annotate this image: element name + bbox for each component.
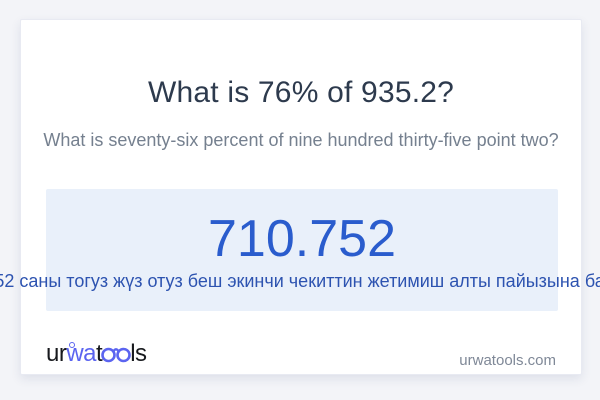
question-title: What is 76% of 935.2? bbox=[147, 76, 455, 109]
result-value: 710.752 bbox=[208, 210, 396, 268]
result-sentence: 710.752 саны тогуз жүз отуз беш экинчи ч… bbox=[0, 271, 600, 291]
logo-text-ls: ls bbox=[130, 340, 147, 367]
question-subtitle: What is seventy-six percent of nine hund… bbox=[43, 130, 559, 150]
result-card: What is 76% of 935.2? What is seventy-si… bbox=[0, 19, 600, 375]
logo-text-ur: ur bbox=[46, 340, 67, 367]
result-box: 710.752 710.752 саны тогуз жүз отуз беш … bbox=[0, 189, 600, 311]
logo-text-t: t bbox=[96, 340, 103, 367]
urwatools-logo[interactable]: urwat ools bbox=[46, 341, 147, 367]
degree-ring-icon bbox=[69, 342, 75, 348]
site-url: urwatools.com bbox=[459, 351, 556, 369]
footer: urwat ools urwatools.com bbox=[46, 341, 556, 369]
glasses-oo-icon bbox=[101, 347, 132, 363]
